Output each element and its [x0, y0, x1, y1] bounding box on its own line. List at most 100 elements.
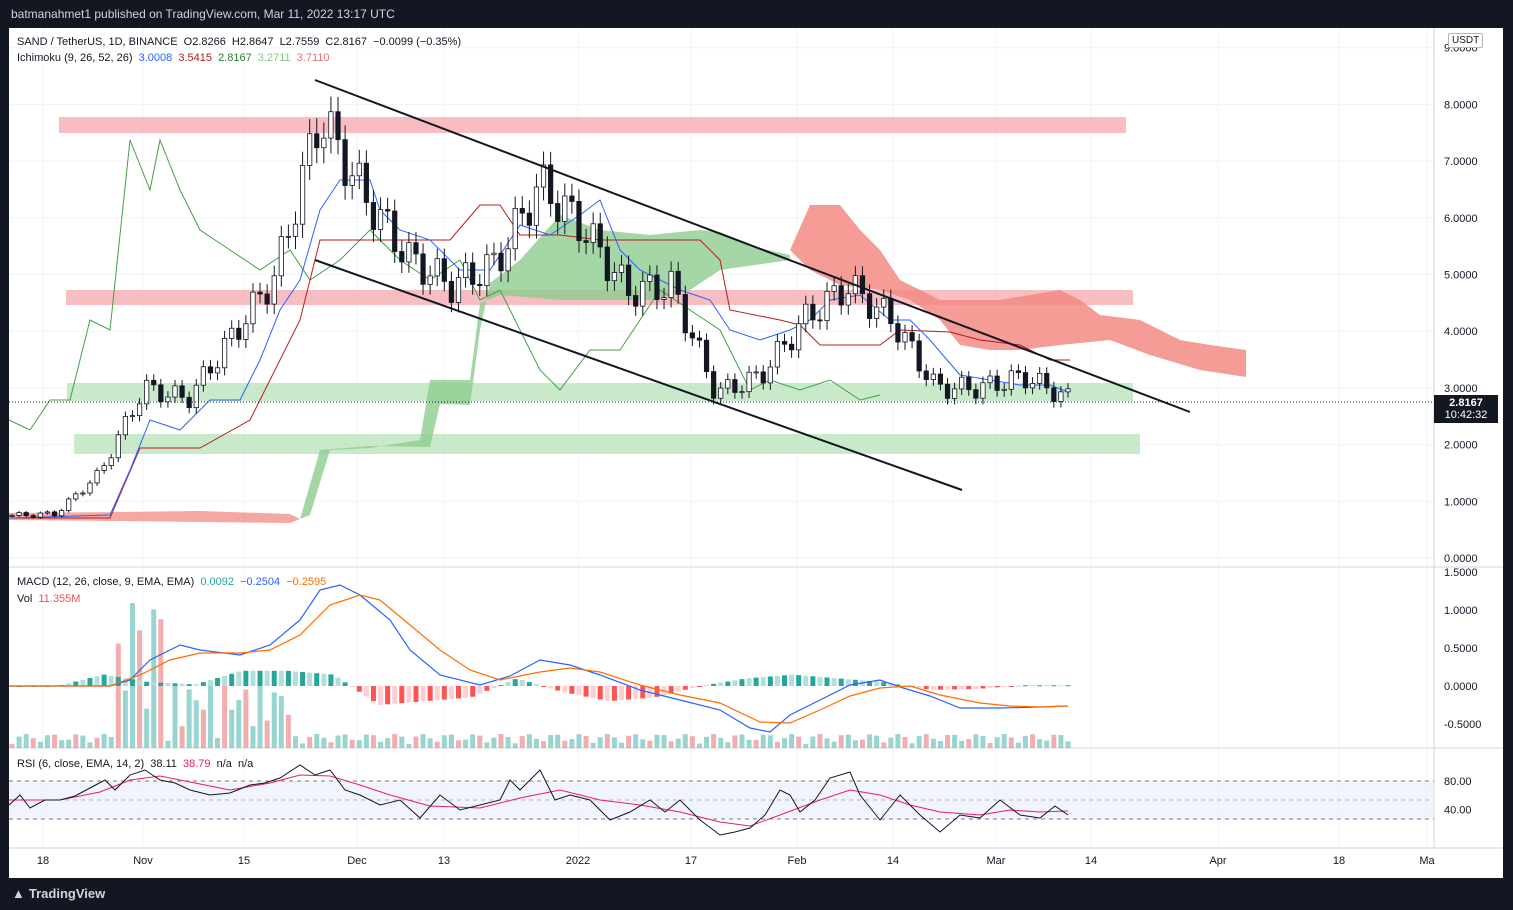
macd-hist-bar — [137, 680, 143, 686]
price-tick-4.0000: 4.0000 — [1444, 326, 1478, 338]
volume-bar — [888, 737, 894, 748]
macd-hist-bar — [611, 686, 617, 701]
volume-bar — [215, 737, 221, 748]
candle-body — [732, 379, 738, 393]
currency-badge[interactable]: USDT — [1448, 33, 1484, 48]
candle-body — [739, 391, 745, 394]
macd-hist-bar — [576, 686, 582, 696]
support-zone-lower — [74, 434, 1140, 454]
time-tick-14: 14 — [887, 855, 899, 867]
volume-bar — [789, 734, 795, 748]
candle-body — [1001, 388, 1007, 391]
candle-body — [930, 373, 936, 380]
candle-body — [725, 379, 731, 389]
macd-hist-bar — [200, 682, 206, 686]
candle-body — [937, 373, 944, 385]
volume-bar — [222, 684, 228, 748]
macd-hist-bar — [420, 686, 426, 702]
macd-axis: 1.5000 1.0000 0.5000 0.0000 -0.5000 — [1444, 567, 1481, 731]
time-tick-Nov: Nov — [133, 855, 153, 867]
macd-hist-bar — [108, 675, 114, 686]
candle-body — [1022, 372, 1029, 389]
macd-hist-bar — [739, 679, 745, 686]
volume-bar — [994, 737, 1000, 748]
macd-hist-bar — [541, 686, 547, 687]
time-tick-17: 17 — [685, 855, 697, 867]
macd-hist-bar — [378, 686, 384, 705]
volume-bar — [172, 683, 178, 748]
volume-bar — [44, 735, 50, 748]
volume-bar — [1058, 735, 1064, 748]
volume-bar — [66, 739, 72, 748]
candle-body — [526, 212, 532, 226]
macd-hist-bar — [151, 682, 157, 686]
volume-bar — [916, 736, 922, 748]
macd-hist-bar — [335, 677, 341, 686]
candle-body — [200, 366, 206, 386]
macd-hist-bar — [101, 674, 107, 686]
volume-bar — [611, 737, 617, 748]
volume-bar — [945, 734, 951, 748]
candle-body — [569, 195, 575, 202]
candle-body — [668, 270, 674, 299]
ichimoku-label[interactable]: Ichimoku (9, 26, 52, 26) — [17, 52, 133, 64]
candle-body — [73, 493, 79, 500]
channel-upper-line[interactable] — [314, 79, 1191, 413]
macd-hist-bar — [207, 680, 213, 686]
macd-label[interactable]: MACD (12, 26, close, 9, EMA, EMA) — [17, 576, 195, 588]
candle-body — [994, 375, 1000, 391]
candle-body — [285, 235, 292, 238]
candle-body — [427, 275, 433, 285]
macd-hist-bar — [165, 683, 171, 686]
macd-hist-bar — [1015, 685, 1021, 687]
tradingview-logo[interactable]: ▲ TradingView — [12, 886, 105, 901]
rsi-label[interactable]: RSI (6, close, EMA, 14, 2) — [17, 758, 145, 770]
candle-body — [590, 223, 596, 243]
candle-body — [278, 236, 284, 277]
symbol-name[interactable]: SAND / TetherUS, 1D, BINANCE — [17, 36, 178, 48]
macd-hist-bar — [725, 681, 731, 686]
vol-value: 11.355M — [38, 593, 81, 605]
candle-body — [179, 385, 185, 398]
macd-hist-bar — [370, 686, 376, 702]
volume-bar — [229, 709, 235, 748]
candle-body — [583, 240, 589, 243]
macd-hist-bar — [257, 670, 263, 686]
candle-body — [413, 242, 419, 255]
volume-bar — [186, 689, 192, 748]
volume-bar — [930, 738, 936, 748]
volume-bar — [23, 734, 29, 748]
candle-body — [696, 337, 703, 341]
macd-hist-bar — [831, 678, 837, 686]
volume-bar — [392, 734, 398, 748]
time-tick-Ma: Ma — [1419, 855, 1435, 867]
candle-body — [363, 162, 369, 203]
volume-bar — [831, 741, 837, 748]
resistance-zone-upper — [59, 117, 1126, 133]
macd-hist-bar — [1065, 685, 1071, 687]
volume-bar — [859, 739, 865, 748]
ichimoku-chikou — [8, 138, 881, 431]
macd-hist-bar — [767, 676, 773, 686]
volume-bar — [94, 737, 100, 748]
candle-body — [682, 294, 688, 334]
candle-body — [824, 291, 830, 322]
candle-body — [1058, 391, 1064, 402]
macd-hist-bar — [179, 683, 185, 686]
tradingview-icon: ▲ — [12, 886, 25, 901]
volume-bar — [87, 742, 93, 748]
vol-label[interactable]: Vol — [17, 593, 33, 605]
channel-lower-line[interactable] — [314, 259, 963, 491]
candle-body — [370, 202, 377, 230]
macd-hist-bar — [760, 677, 766, 686]
macd-tick-0.5000: 0.5000 — [1444, 643, 1478, 655]
macd-hist-bar — [448, 686, 454, 700]
macd-hist-bar — [66, 683, 72, 686]
macd-hist-bar — [349, 686, 355, 688]
volume-bar — [902, 737, 908, 748]
macd-hist-bar — [852, 679, 858, 686]
volume-bar — [441, 735, 447, 748]
macd-hist-bar — [363, 686, 369, 697]
candle-body — [647, 274, 653, 282]
